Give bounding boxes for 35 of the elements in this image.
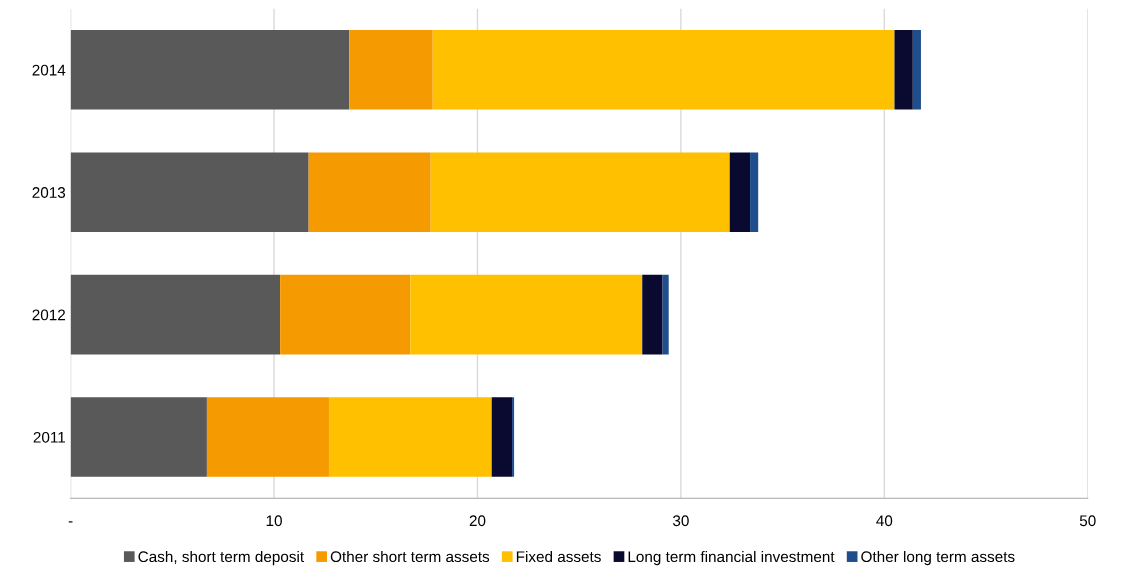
bar xyxy=(70,274,281,355)
bar xyxy=(206,397,329,477)
legend-label: Long term financial investment xyxy=(628,550,835,566)
bar xyxy=(432,30,895,110)
bar xyxy=(70,30,350,110)
x-tick-label: 40 xyxy=(876,515,893,527)
x-tick-label: 20 xyxy=(469,515,486,527)
legend-label: Other short term assets xyxy=(330,550,490,563)
bar xyxy=(729,152,751,233)
bar xyxy=(512,397,515,477)
bar xyxy=(662,274,669,355)
y-tick-label: 2011 xyxy=(33,431,66,443)
x-tick-label: 10 xyxy=(266,515,282,527)
bar xyxy=(750,152,759,233)
x-tick-label: - xyxy=(68,521,73,523)
bar xyxy=(491,397,513,477)
bar xyxy=(894,30,913,110)
bar xyxy=(280,274,411,355)
bar xyxy=(912,30,921,110)
y-tick-label: 2012 xyxy=(32,309,65,321)
y-tick-label: 2014 xyxy=(32,64,66,76)
bar xyxy=(70,397,207,477)
bar xyxy=(328,397,492,477)
x-tick-label: 50 xyxy=(1079,515,1096,527)
legend-label: Fixed assets xyxy=(516,550,601,563)
bar xyxy=(349,30,433,110)
bar xyxy=(410,274,643,355)
bar xyxy=(430,152,730,233)
bar xyxy=(70,152,309,233)
legend-label: Cash, short term deposit xyxy=(138,550,304,566)
legend-label: Other long term assets xyxy=(861,550,1015,566)
bar xyxy=(308,152,431,233)
x-tick-label: 30 xyxy=(672,515,689,527)
y-tick-label: 2013 xyxy=(32,187,66,198)
bar xyxy=(642,274,663,355)
